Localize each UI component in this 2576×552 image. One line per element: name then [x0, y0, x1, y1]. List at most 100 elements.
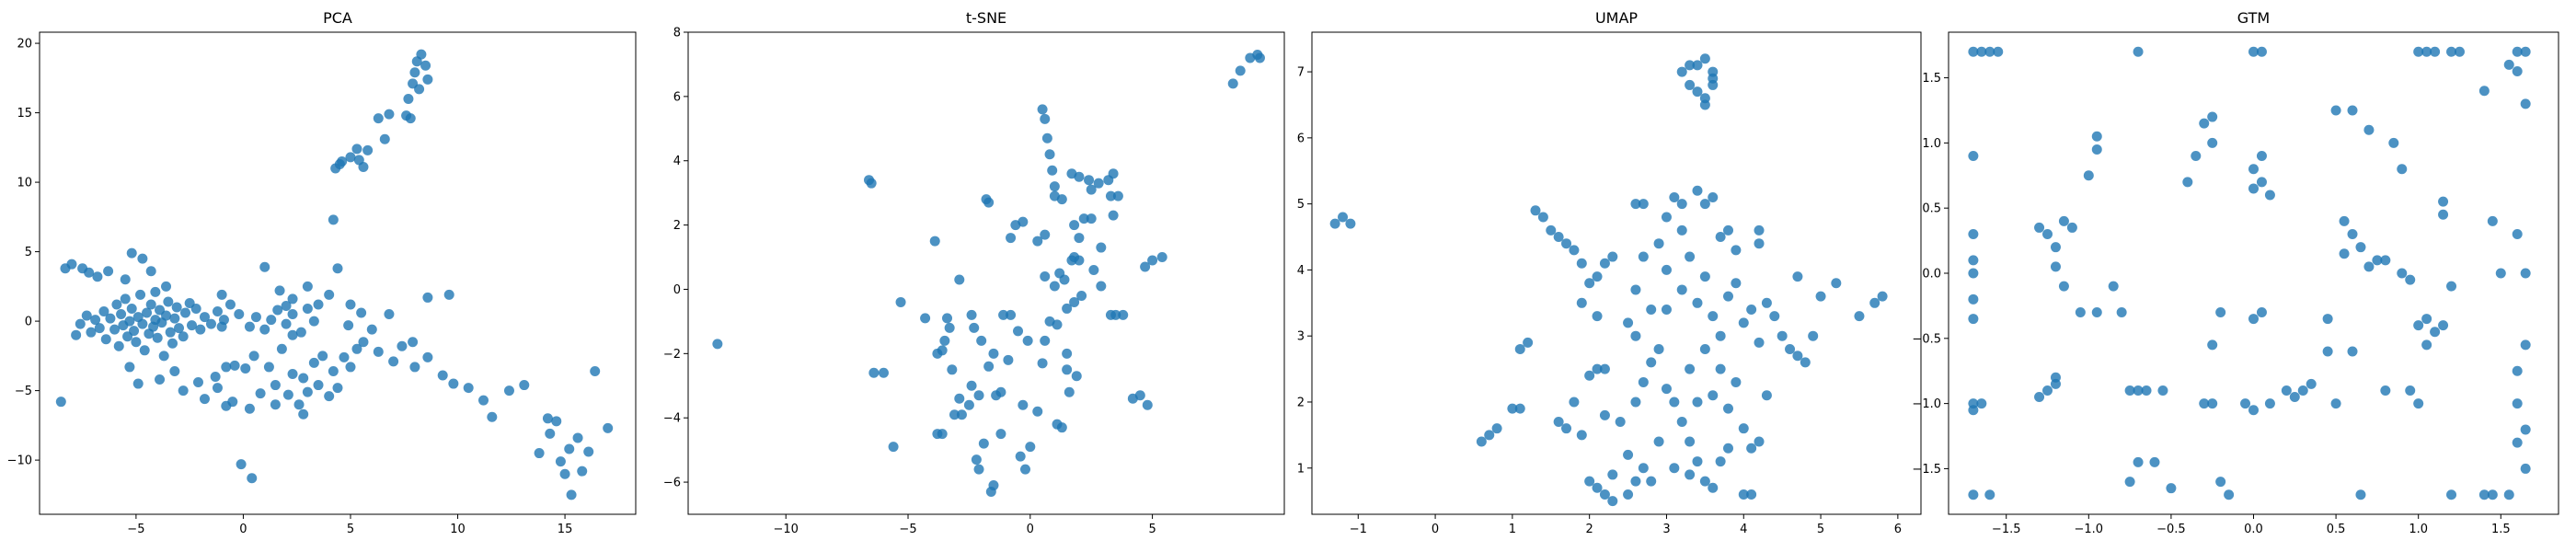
- scatter-point: [1708, 482, 1719, 493]
- scatter-point: [276, 343, 287, 354]
- scatter-point: [1653, 238, 1664, 249]
- scatter-point: [1062, 348, 1073, 359]
- scatter-point: [1692, 60, 1703, 71]
- scatter-point: [169, 313, 180, 324]
- scatter-point: [1731, 245, 1742, 256]
- y-tick-label: −0.5: [1912, 332, 1941, 346]
- scatter-point: [2207, 398, 2218, 409]
- scatter-point: [2224, 489, 2235, 500]
- y-tick-label: 6: [673, 90, 681, 104]
- scatter-point: [995, 429, 1006, 440]
- scatter-point: [2322, 346, 2333, 357]
- scatter-point: [282, 389, 293, 400]
- scatter-point: [2495, 268, 2506, 279]
- scatter-point: [944, 322, 955, 333]
- scatter-point: [2248, 46, 2259, 57]
- scatter-point: [210, 372, 221, 383]
- scatter-point: [1576, 430, 1587, 441]
- scatter-point: [1968, 46, 1979, 57]
- scatter-point: [1553, 232, 1564, 243]
- scatter-point: [1032, 236, 1043, 247]
- y-tick-label: −10: [7, 454, 32, 468]
- scatter-point: [270, 380, 281, 391]
- scatter-point: [362, 144, 374, 155]
- scatter-point: [281, 300, 292, 311]
- scatter-point: [2347, 229, 2358, 240]
- panel-title: PCA: [323, 9, 352, 27]
- scatter-point: [145, 266, 156, 277]
- x-tick-label: −5: [899, 523, 916, 536]
- scatter-point: [274, 285, 285, 296]
- scatter-point: [978, 438, 989, 449]
- scatter-point: [2240, 398, 2251, 409]
- scatter-point: [259, 324, 270, 335]
- scatter-point: [878, 367, 889, 378]
- scatter-point: [1484, 430, 1495, 441]
- scatter-point: [1142, 399, 1153, 410]
- scatter-point: [1546, 224, 1557, 236]
- scatter-point: [2133, 385, 2144, 396]
- scatter-point: [1630, 476, 1641, 487]
- scatter-point: [437, 370, 448, 381]
- scatter-point: [1661, 384, 1672, 395]
- scatter-point: [1692, 297, 1703, 308]
- y-tick-label: 7: [1297, 66, 1305, 80]
- scatter-point: [169, 365, 180, 376]
- scatter-panel-3: UMAP −1 0 1 2 3 4 5 6 1 2 3 4 5 6 7: [1297, 9, 1922, 536]
- scatter-point: [2512, 365, 2523, 376]
- scatter-point: [1118, 309, 1129, 320]
- scatter-point: [1059, 274, 1070, 285]
- scatter-point: [1584, 370, 1595, 381]
- scatter-point: [2083, 170, 2094, 181]
- scatter-point: [1044, 149, 1055, 160]
- scatter-point: [995, 386, 1006, 397]
- scatter-point: [2355, 489, 2366, 500]
- scatter-point: [983, 197, 995, 208]
- scatter-point: [1699, 476, 1710, 487]
- scatter-point: [137, 253, 148, 264]
- scatter-point: [420, 60, 431, 71]
- scatter-point: [66, 259, 77, 270]
- scatter-point: [270, 399, 281, 410]
- x-tick-label: 5: [1817, 523, 1824, 536]
- scatter-point: [1761, 297, 1772, 308]
- scatter-point: [2503, 59, 2514, 70]
- scatter-point: [971, 454, 982, 466]
- scatter-point: [178, 331, 189, 342]
- y-tick-label: 5: [25, 246, 32, 259]
- y-tick-label: 2: [1297, 396, 1305, 409]
- scatter-point: [161, 310, 172, 321]
- y-tick-label: 0.0: [1922, 268, 1941, 282]
- scatter-point: [302, 304, 313, 315]
- scatter-point: [1013, 326, 1024, 337]
- scatter-point: [1715, 232, 1726, 243]
- y-tick-label: 5: [1297, 198, 1305, 212]
- scatter-point: [334, 158, 345, 169]
- scatter-point: [224, 299, 236, 310]
- scatter-point: [174, 323, 185, 334]
- scatter-point: [1607, 469, 1618, 480]
- scatter-point: [551, 416, 562, 427]
- scatter-point: [2281, 385, 2292, 396]
- scatter-point: [345, 152, 356, 163]
- scatter-point: [1968, 314, 1979, 325]
- scatter-point: [1069, 296, 1080, 307]
- x-tick-label: −1: [1350, 523, 1367, 536]
- scatter-point: [1692, 456, 1703, 467]
- scatter-point: [1140, 261, 1151, 272]
- scatter-point: [1040, 113, 1051, 124]
- scatter-point: [1623, 317, 1634, 328]
- scatter-point: [2042, 385, 2053, 396]
- y-tick-label: −4: [663, 412, 681, 426]
- scatter-point: [1476, 436, 1487, 447]
- scatter-point: [2478, 489, 2490, 500]
- y-tick-label: 1.0: [1922, 137, 1941, 151]
- y-tick-label: 10: [17, 177, 32, 190]
- scatter-point: [1676, 284, 1687, 295]
- scatter-point: [949, 409, 960, 420]
- scatter-point: [259, 261, 270, 272]
- scatter-point: [2512, 437, 2523, 448]
- scatter-point: [1032, 406, 1043, 417]
- scatter-point: [266, 315, 277, 326]
- scatter-point: [2075, 306, 2086, 317]
